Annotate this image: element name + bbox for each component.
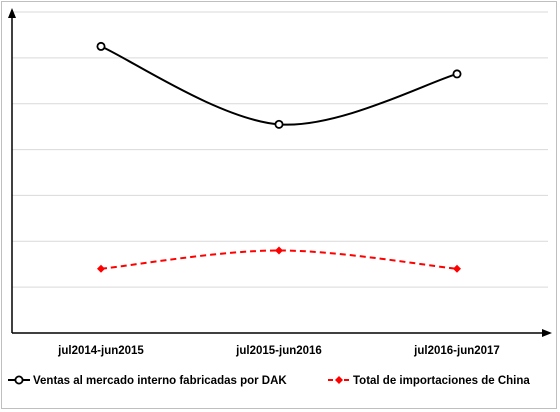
legend-marker (335, 376, 343, 384)
data-point (275, 246, 283, 255)
x-tick-label: jul2016-jun2017 (413, 345, 500, 357)
axes (8, 8, 552, 337)
legend-item-1: Ventas al mercado interno fabricadas por… (8, 375, 287, 387)
legend-label: Total de importaciones de China (353, 375, 530, 387)
legend-label: Ventas al mercado interno fabricadas por… (33, 375, 287, 387)
data-point (97, 264, 105, 273)
legend: Ventas al mercado interno fabricadas por… (8, 375, 530, 387)
series-1 (96, 41, 462, 129)
gridlines (12, 11, 548, 288)
x-axis-arrow (542, 329, 552, 337)
x-tick-labels: jul2014-jun2015 jul2015-jun2016 jul2016-ju… (57, 345, 500, 357)
series-2 (97, 246, 461, 273)
legend-item-2: Total de importaciones de China (328, 375, 530, 387)
y-axis-arrow (8, 8, 16, 18)
data-point (453, 264, 461, 273)
x-tick-label: jul2014-jun2015 (57, 345, 144, 357)
data-point (274, 119, 284, 129)
data-point (452, 69, 462, 79)
x-tick-label: jul2015-jun2016 (235, 345, 322, 357)
legend-marker (14, 375, 24, 385)
series-line (100, 249, 458, 270)
data-point (96, 41, 106, 51)
series-group (96, 41, 462, 273)
